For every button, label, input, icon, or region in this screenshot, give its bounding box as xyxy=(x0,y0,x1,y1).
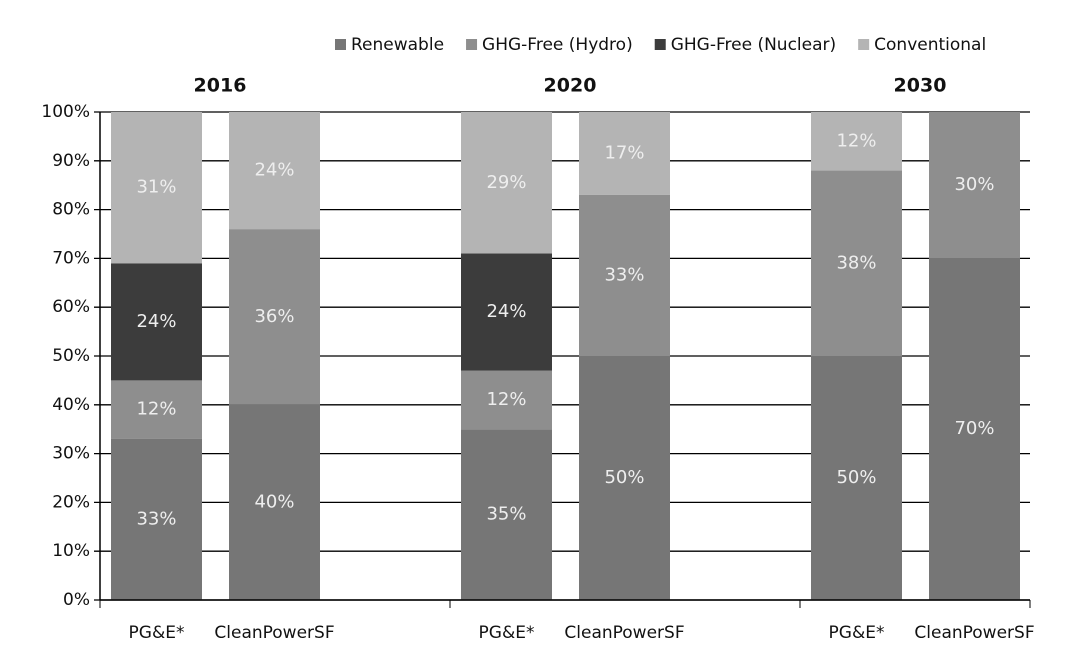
bar-segment xyxy=(579,356,670,600)
legend-swatch xyxy=(466,39,478,50)
segment-label: 12% xyxy=(486,389,526,410)
bar-segment xyxy=(811,356,902,600)
y-tick-label: 0% xyxy=(63,590,90,610)
x-tick-label: PG&E* xyxy=(479,623,535,643)
segment-label: 24% xyxy=(254,160,294,181)
segment-label: 29% xyxy=(486,172,526,193)
segment-label: 12% xyxy=(136,399,176,420)
segment-label: 33% xyxy=(136,508,176,529)
segment-label: 12% xyxy=(836,130,876,151)
segment-label: 31% xyxy=(136,177,176,198)
segment-label: 36% xyxy=(254,306,294,327)
y-tick-label: 30% xyxy=(52,444,90,464)
bar-segment xyxy=(811,112,902,171)
bar-segment xyxy=(929,112,1020,259)
x-tick-label: CleanPowerSF xyxy=(914,623,1034,643)
segment-label: 50% xyxy=(836,467,876,488)
bar-segment xyxy=(229,112,320,230)
y-tick-label: 90% xyxy=(52,151,90,171)
y-tick-label: 100% xyxy=(41,102,90,122)
segment-label: 50% xyxy=(604,467,644,488)
bar-segment xyxy=(811,170,902,356)
legend-label: Renewable xyxy=(351,35,444,55)
bar-segment xyxy=(229,404,320,600)
bar-segment xyxy=(461,253,552,371)
y-tick-label: 50% xyxy=(52,346,90,366)
legend-swatch xyxy=(654,39,666,50)
bar-segment xyxy=(229,229,320,405)
legend-swatch xyxy=(335,39,346,50)
y-tick-label: 80% xyxy=(52,200,90,220)
y-tick-label: 20% xyxy=(52,492,90,512)
segment-label: 40% xyxy=(254,491,294,512)
y-tick-label: 40% xyxy=(52,395,90,415)
x-tick-label: PG&E* xyxy=(129,623,185,643)
segment-label: 33% xyxy=(604,264,644,285)
bar-segment xyxy=(111,112,202,264)
segment-label: 17% xyxy=(604,142,644,163)
legend-label: GHG-Free (Hydro) xyxy=(482,35,633,55)
x-tick-label: PG&E* xyxy=(829,623,885,643)
group-label: 2016 xyxy=(194,75,247,97)
segment-label: 24% xyxy=(136,311,176,332)
bar-segment xyxy=(111,380,202,439)
bar-segment xyxy=(461,429,552,600)
group-label: 2030 xyxy=(894,75,947,97)
bar-segment xyxy=(461,112,552,254)
bar-segment xyxy=(579,112,670,195)
legend-label: GHG-Free (Nuclear) xyxy=(671,35,836,55)
segment-label: 38% xyxy=(836,252,876,273)
y-tick-label: 10% xyxy=(52,541,90,561)
x-tick-label: CleanPowerSF xyxy=(214,623,334,643)
segment-label: 30% xyxy=(954,174,994,195)
y-tick-label: 60% xyxy=(52,297,90,317)
bar-segment xyxy=(929,258,1020,600)
y-tick-label: 70% xyxy=(52,248,90,268)
bar-segment xyxy=(111,438,202,600)
x-tick-label: CleanPowerSF xyxy=(564,623,684,643)
group-label: 2020 xyxy=(544,75,597,97)
bar-segment xyxy=(111,263,202,381)
legend-swatch xyxy=(858,39,870,50)
segment-label: 35% xyxy=(486,504,526,525)
bar-segment xyxy=(461,370,552,430)
segment-label: 24% xyxy=(486,301,526,322)
bar-segment xyxy=(579,194,670,356)
segment-label: 70% xyxy=(954,418,994,439)
legend-label: Conventional xyxy=(874,35,986,55)
